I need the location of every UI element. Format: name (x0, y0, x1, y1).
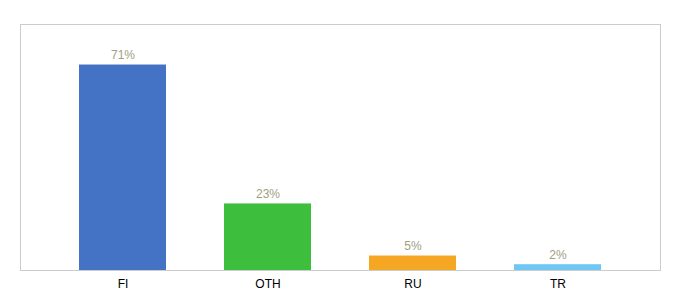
svg-text:71%: 71% (111, 48, 135, 62)
svg-text:TR: TR (550, 277, 566, 291)
svg-text:OTH: OTH (255, 277, 280, 291)
svg-text:23%: 23% (256, 187, 280, 201)
svg-text:5%: 5% (404, 239, 422, 253)
svg-text:RU: RU (404, 277, 421, 291)
svg-text:2%: 2% (549, 248, 567, 262)
svg-text:FI: FI (118, 277, 129, 291)
